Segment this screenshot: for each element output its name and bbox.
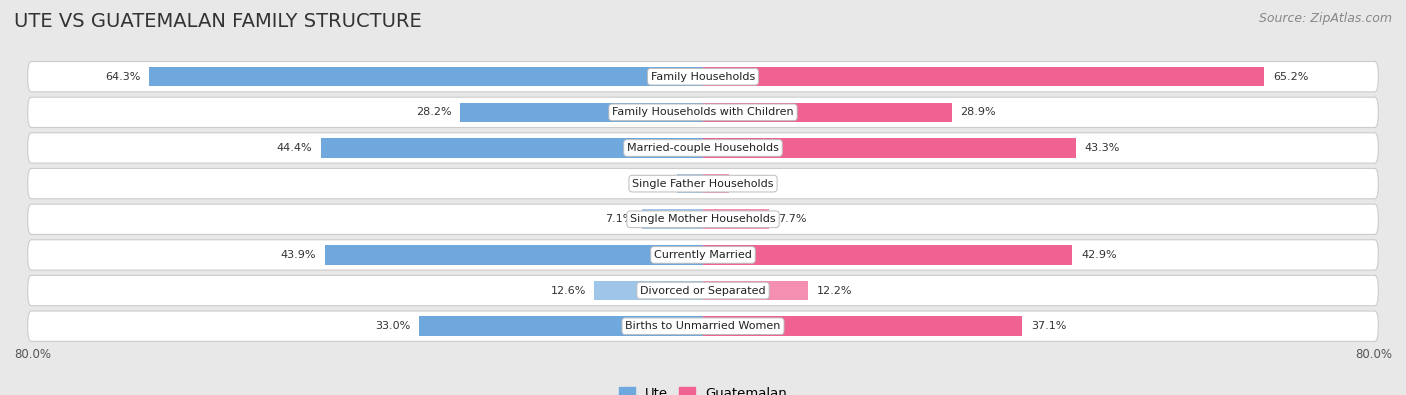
FancyBboxPatch shape xyxy=(28,204,1378,234)
Bar xyxy=(703,209,769,229)
Text: 7.7%: 7.7% xyxy=(778,214,807,224)
Text: Births to Unmarried Women: Births to Unmarried Women xyxy=(626,321,780,331)
Text: Family Households with Children: Family Households with Children xyxy=(612,107,794,117)
Bar xyxy=(703,281,808,300)
Text: UTE VS GUATEMALAN FAMILY STRUCTURE: UTE VS GUATEMALAN FAMILY STRUCTURE xyxy=(14,12,422,31)
Text: 44.4%: 44.4% xyxy=(277,143,312,153)
Text: 28.2%: 28.2% xyxy=(416,107,451,117)
FancyBboxPatch shape xyxy=(28,275,1378,306)
Legend: Ute, Guatemalan: Ute, Guatemalan xyxy=(613,382,793,395)
Text: 7.1%: 7.1% xyxy=(605,214,633,224)
Bar xyxy=(419,316,703,336)
FancyBboxPatch shape xyxy=(28,240,1378,270)
Text: 12.2%: 12.2% xyxy=(817,286,852,295)
Bar xyxy=(149,67,703,87)
Text: 65.2%: 65.2% xyxy=(1272,71,1309,82)
Bar xyxy=(703,103,952,122)
FancyBboxPatch shape xyxy=(28,62,1378,92)
Text: 42.9%: 42.9% xyxy=(1081,250,1116,260)
Text: 3.0%: 3.0% xyxy=(738,179,766,189)
Text: 43.3%: 43.3% xyxy=(1084,143,1119,153)
Text: Single Mother Households: Single Mother Households xyxy=(630,214,776,224)
Text: 12.6%: 12.6% xyxy=(551,286,586,295)
Text: Married-couple Households: Married-couple Households xyxy=(627,143,779,153)
Text: Currently Married: Currently Married xyxy=(654,250,752,260)
Bar xyxy=(595,281,703,300)
Text: 37.1%: 37.1% xyxy=(1031,321,1067,331)
Text: 43.9%: 43.9% xyxy=(281,250,316,260)
Bar xyxy=(321,138,703,158)
Text: 28.9%: 28.9% xyxy=(960,107,995,117)
Bar xyxy=(703,67,1264,87)
Bar xyxy=(643,209,703,229)
Bar xyxy=(460,103,703,122)
Text: Single Father Households: Single Father Households xyxy=(633,179,773,189)
Bar xyxy=(325,245,703,265)
Text: Divorced or Separated: Divorced or Separated xyxy=(640,286,766,295)
FancyBboxPatch shape xyxy=(28,311,1378,341)
Bar xyxy=(703,316,1022,336)
Text: Source: ZipAtlas.com: Source: ZipAtlas.com xyxy=(1258,12,1392,25)
FancyBboxPatch shape xyxy=(28,169,1378,199)
Bar xyxy=(703,174,728,194)
Text: 80.0%: 80.0% xyxy=(14,348,51,361)
Text: 33.0%: 33.0% xyxy=(375,321,411,331)
Text: 64.3%: 64.3% xyxy=(105,71,141,82)
Text: 80.0%: 80.0% xyxy=(1355,348,1392,361)
FancyBboxPatch shape xyxy=(28,133,1378,163)
Bar xyxy=(703,138,1076,158)
FancyBboxPatch shape xyxy=(28,97,1378,128)
Bar xyxy=(703,245,1073,265)
Text: Family Households: Family Households xyxy=(651,71,755,82)
Bar xyxy=(678,174,703,194)
Text: 3.0%: 3.0% xyxy=(640,179,669,189)
